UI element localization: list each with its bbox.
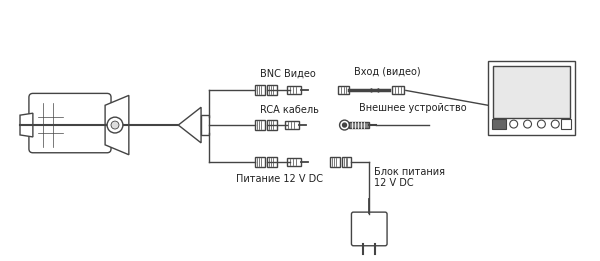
Text: Внешнее устройство: Внешнее устройство [359, 103, 467, 113]
Text: Питание 12 V DC: Питание 12 V DC [236, 174, 323, 183]
Circle shape [340, 120, 349, 130]
FancyBboxPatch shape [392, 86, 404, 94]
Circle shape [510, 120, 518, 128]
Circle shape [107, 117, 123, 133]
FancyBboxPatch shape [201, 115, 209, 135]
Circle shape [551, 120, 559, 128]
Circle shape [524, 120, 532, 128]
FancyBboxPatch shape [493, 66, 570, 118]
Circle shape [538, 120, 545, 128]
FancyBboxPatch shape [341, 157, 352, 167]
Circle shape [111, 121, 119, 129]
Circle shape [343, 123, 346, 127]
FancyBboxPatch shape [256, 157, 265, 167]
Text: RCA кабель: RCA кабель [260, 105, 319, 115]
Text: BNC Видео: BNC Видео [260, 69, 316, 79]
FancyBboxPatch shape [488, 61, 575, 135]
FancyBboxPatch shape [329, 157, 340, 167]
Polygon shape [178, 107, 201, 143]
FancyBboxPatch shape [287, 158, 301, 166]
FancyBboxPatch shape [29, 93, 111, 153]
FancyBboxPatch shape [352, 212, 387, 246]
FancyBboxPatch shape [338, 86, 349, 94]
Polygon shape [105, 95, 129, 155]
FancyBboxPatch shape [256, 86, 265, 95]
FancyBboxPatch shape [268, 157, 277, 167]
FancyBboxPatch shape [561, 119, 571, 129]
FancyBboxPatch shape [492, 119, 506, 129]
FancyBboxPatch shape [287, 86, 301, 94]
FancyBboxPatch shape [268, 86, 277, 95]
Polygon shape [20, 113, 33, 137]
Text: Блок питания
12 V DC: Блок питания 12 V DC [374, 167, 445, 188]
FancyBboxPatch shape [256, 120, 265, 130]
FancyBboxPatch shape [285, 121, 299, 129]
Text: Вход (видео): Вход (видео) [355, 67, 421, 76]
FancyBboxPatch shape [349, 122, 369, 128]
FancyBboxPatch shape [268, 120, 277, 130]
